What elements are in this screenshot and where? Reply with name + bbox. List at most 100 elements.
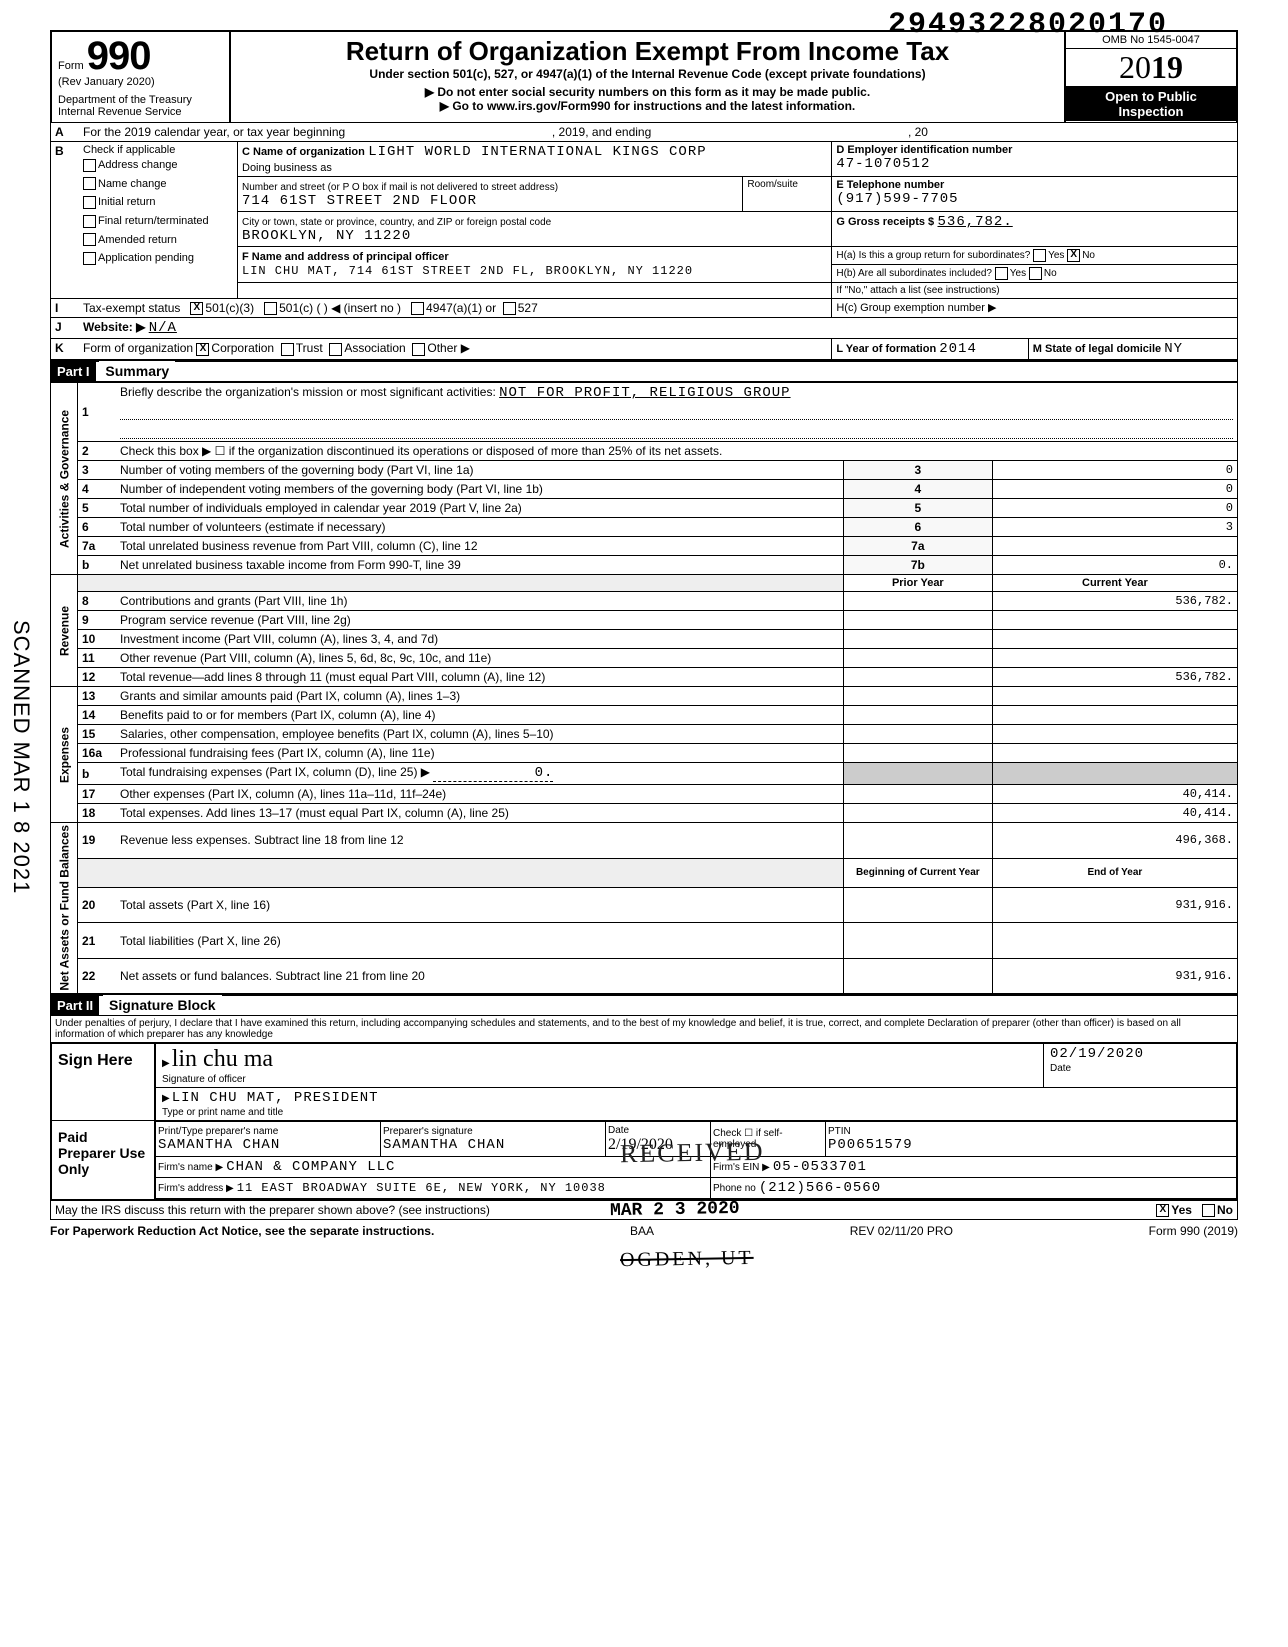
line13: Grants and similar amounts paid (Part IX… [116,687,843,706]
tax-year: 19 [1151,49,1183,85]
line2: Check this box ▶ ☐ if the organization d… [116,442,1238,461]
v3: 0 [992,461,1237,480]
officer-name-typed: LIN CHU MAT, PRESIDENT [172,1090,379,1106]
ein-value: 47-1070512 [836,156,1233,172]
part-1-header: Part I [51,362,96,381]
line20: Total assets (Part X, line 16) [116,888,843,923]
paid-preparer-label: Paid Preparer Use Only [52,1121,156,1199]
l-year-label: L Year of formation [836,343,936,355]
row-a-text: For the 2019 calendar year, or tax year … [83,125,345,139]
part-2-title: Signature Block [103,995,222,1015]
v6: 3 [992,518,1237,537]
cb-name-change[interactable]: Name change [83,175,233,194]
footer-rev: REV 02/11/20 PRO [850,1224,953,1238]
may-discuss-label: May the IRS discuss this return with the… [55,1203,490,1217]
cv20: 931,916. [992,888,1237,923]
line5: Total number of individuals employed in … [116,499,843,518]
mar-date-stamp: MAR 2 3 2020 [610,1199,740,1221]
side-governance: Activities & Governance [51,383,78,575]
form-header: Form 990 (Rev January 2020) Department o… [50,30,1238,122]
ssn-warning: ▶ Do not enter social security numbers o… [237,85,1058,99]
sign-here-label: Sign Here [52,1044,156,1120]
cb-527[interactable] [503,302,516,315]
line18: Total expenses. Add lines 13–17 (must eq… [116,804,843,823]
discuss-yes[interactable]: X [1156,1204,1169,1217]
cb-application-pending[interactable]: Application pending [83,249,233,268]
discuss-no[interactable] [1202,1204,1215,1217]
cb-address-change[interactable]: Address change [83,156,233,175]
line4: Number of independent voting members of … [116,480,843,499]
line1-label: Briefly describe the organization's miss… [120,385,496,399]
street-label: Number and street (or P O box if mail is… [242,182,558,193]
cb-501c[interactable] [264,302,277,315]
ha-label: H(a) Is this a group return for subordin… [836,250,1030,261]
officer-signature: lin chu ma [172,1046,273,1072]
type-print-label: Type or print name and title [162,1107,283,1118]
telephone-value: (917)599-7705 [836,191,1233,207]
prep-name-label: Print/Type preparer's name [158,1126,278,1137]
line19: Revenue less expenses. Subtract line 18 … [116,823,843,858]
cv8: 536,782. [992,592,1237,611]
v7a [992,537,1237,556]
m-state-val: NY [1164,341,1183,357]
hb-yes[interactable] [995,267,1008,280]
firm-ein: 05-0533701 [773,1159,867,1175]
ptin-label: PTIN [828,1126,851,1137]
f-label: F Name and address of principal officer [242,251,449,263]
footer-right: Form 990 (2019) [1149,1224,1238,1238]
firm-name-label: Firm's name ▶ [158,1162,223,1173]
line16b-val: 0. [433,765,553,782]
form-label: Form [58,60,84,72]
line3: Number of voting members of the governin… [116,461,843,480]
cb-amended-return[interactable]: Amended return [83,231,233,250]
cb-other[interactable] [412,343,425,356]
cb-initial-return[interactable]: Initial return [83,193,233,212]
prep-sig: SAMANTHA CHAN [383,1137,505,1153]
side-netassets: Net Assets or Fund Balances [51,823,78,994]
officer-value: LIN CHU MAT, 714 61ST STREET 2ND FL, BRO… [242,264,693,278]
cb-trust[interactable] [281,343,294,356]
received-stamp: RECEIVED [620,1137,765,1170]
ha-no[interactable]: X [1067,249,1080,262]
taxexempt-label: Tax-exempt status [83,301,180,315]
website-label: Website: ▶ [83,320,145,334]
line9: Program service revenue (Part VIII, line… [116,611,843,630]
cb-501c3[interactable]: X [190,302,203,315]
street-value: 714 61ST STREET 2ND FLOOR [242,193,477,209]
l-501c: 501(c) ( [279,301,320,315]
l-other: Other ▶ [427,341,470,355]
footer-mid: BAA [630,1224,654,1238]
ha-yes[interactable] [1033,249,1046,262]
open-to-public: Open to Public [1066,89,1236,104]
cv12: 536,782. [992,668,1237,687]
sig-date-label: Date [1050,1063,1071,1074]
prior-year-header: Prior Year [843,575,992,592]
cb-assoc[interactable] [329,343,342,356]
line6: Total number of volunteers (estimate if … [116,518,843,537]
city-label: City or town, state or province, country… [242,217,551,228]
v4: 0 [992,480,1237,499]
side-revenue: Revenue [51,575,78,687]
hc-label: H(c) Group exemption number ▶ [832,299,1238,318]
sig-date: 02/19/2020 [1050,1046,1144,1062]
prep-name: SAMANTHA CHAN [158,1137,280,1153]
c-label: C Name of organization [242,146,365,158]
line14: Benefits paid to or for members (Part IX… [116,706,843,725]
hb-label: H(b) Are all subordinates included? [836,268,992,279]
cb-final-return[interactable]: Final return/terminated [83,212,233,231]
firm-phone-label: Phone no [713,1183,756,1194]
cv18: 40,414. [992,804,1237,823]
line17: Other expenses (Part IX, column (A), lin… [116,785,843,804]
row-a-mid: , 2019, and ending [552,125,651,139]
firm-phone: (212)566-0560 [759,1180,881,1196]
row-a-end: , 20 [908,125,928,139]
ogden-stamp: OGDEN, UT [620,1247,754,1272]
d-label: D Employer identification number [836,144,1233,156]
line11: Other revenue (Part VIII, column (A), li… [116,649,843,668]
form-subtitle: Under section 501(c), 527, or 4947(a)(1)… [237,67,1058,81]
cb-corp[interactable]: X [196,343,209,356]
check-if-applicable: Check if applicable [83,144,233,156]
g-label: G Gross receipts $ [836,216,934,228]
cb-4947[interactable] [411,302,424,315]
hb-no[interactable] [1029,267,1042,280]
